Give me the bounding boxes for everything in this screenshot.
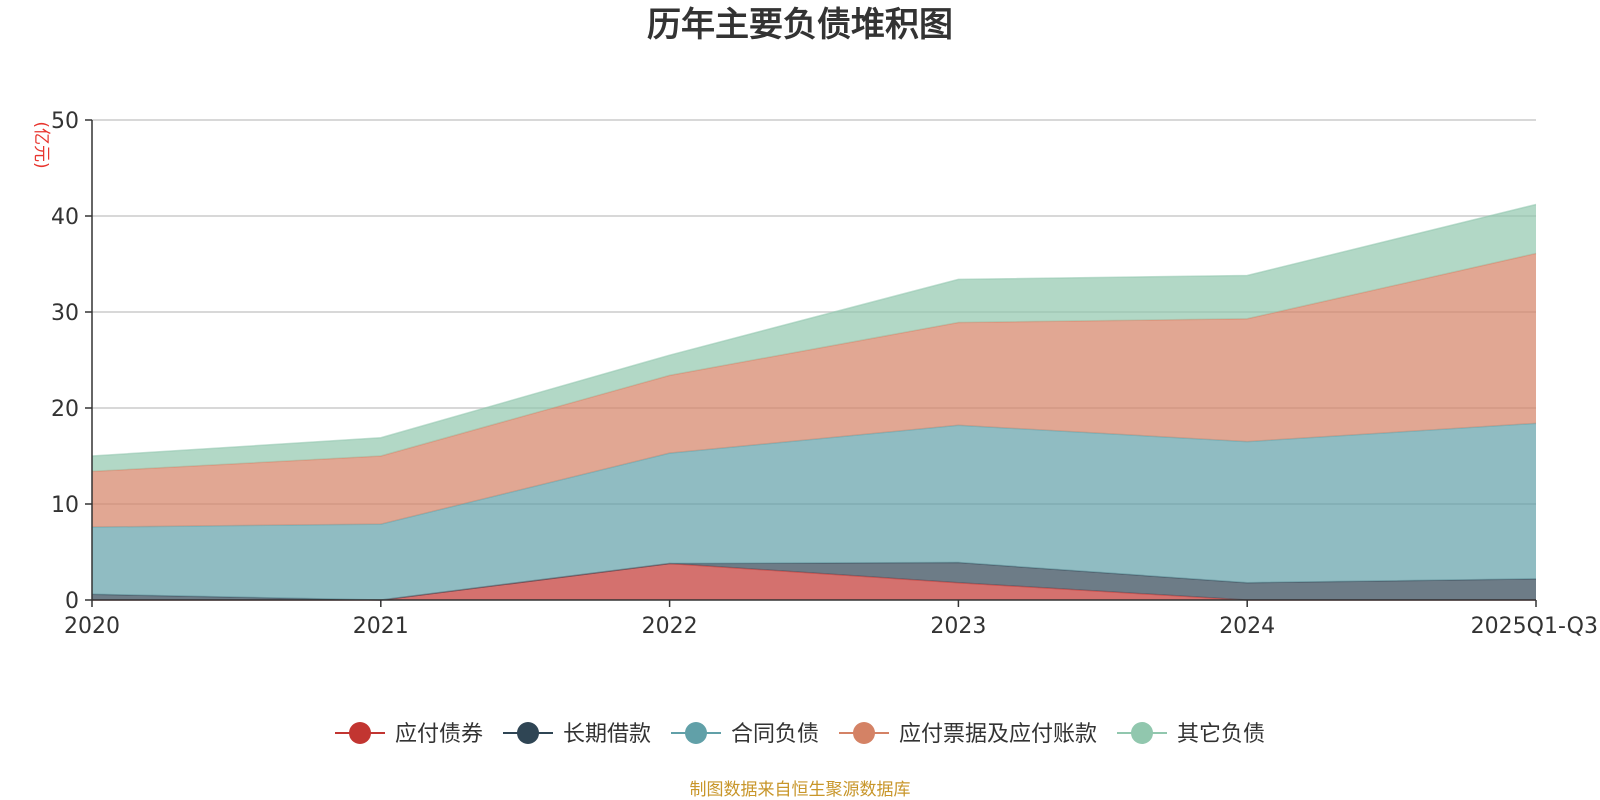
- x-tick-label-1: 2021: [353, 614, 409, 639]
- legend-label-3: 应付票据及应付账款: [899, 722, 1097, 747]
- legend-dot-4: [1131, 722, 1153, 744]
- legend-dot-3: [853, 722, 875, 744]
- legend-label-2: 合同负债: [731, 722, 819, 747]
- area-series-1: [92, 562, 1536, 600]
- legend-label-1: 长期借款: [563, 722, 651, 747]
- legend-item-3[interactable]: 应付票据及应付账款: [839, 722, 1097, 747]
- legend-dot-1: [517, 722, 539, 744]
- x-tick-label-4: 2024: [1219, 614, 1275, 639]
- axes: 0 10 20 30 40 50 2020 2021 2022 2023 2024 2025Q1-Q3: [51, 109, 1598, 639]
- legend-item-0[interactable]: 应付债券: [335, 722, 483, 747]
- chart-title: 历年主要负债堆积图: [647, 5, 953, 45]
- y-tick-label-40: 40: [51, 205, 79, 230]
- area-series-3: [92, 253, 1536, 528]
- x-tick-label-2: 2022: [642, 614, 698, 639]
- area-series-2: [92, 423, 1536, 600]
- area-edge-4: [91, 203, 1537, 457]
- y-tick-label-30: 30: [51, 301, 79, 326]
- x-tick-label-5: 2025Q1-Q3: [1471, 614, 1598, 639]
- y-tick-label-50: 50: [51, 109, 79, 134]
- x-tick-label-3: 2023: [930, 614, 986, 639]
- area-series: [91, 203, 1537, 601]
- legend-item-1[interactable]: 长期借款: [503, 722, 651, 747]
- y-tick-label-20: 20: [51, 397, 79, 422]
- legend-item-4[interactable]: 其它负债: [1117, 722, 1265, 747]
- x-tick-label-0: 2020: [64, 614, 120, 639]
- area-series-4: [92, 204, 1536, 472]
- source-note: 制图数据来自恒生聚源数据库: [690, 780, 911, 800]
- y-axis-unit: (亿元): [31, 121, 51, 168]
- legend-dot-0: [349, 722, 371, 744]
- legend[interactable]: 应付债券 长期借款 合同负债 应付票据及应付账款 其它负债: [335, 722, 1265, 747]
- legend-label-0: 应付债券: [395, 722, 483, 747]
- legend-dot-2: [685, 722, 707, 744]
- y-tick-label-10: 10: [51, 493, 79, 518]
- y-tick-label-0: 0: [65, 589, 79, 614]
- legend-label-4: 其它负债: [1177, 722, 1265, 747]
- legend-item-2[interactable]: 合同负债: [671, 722, 819, 747]
